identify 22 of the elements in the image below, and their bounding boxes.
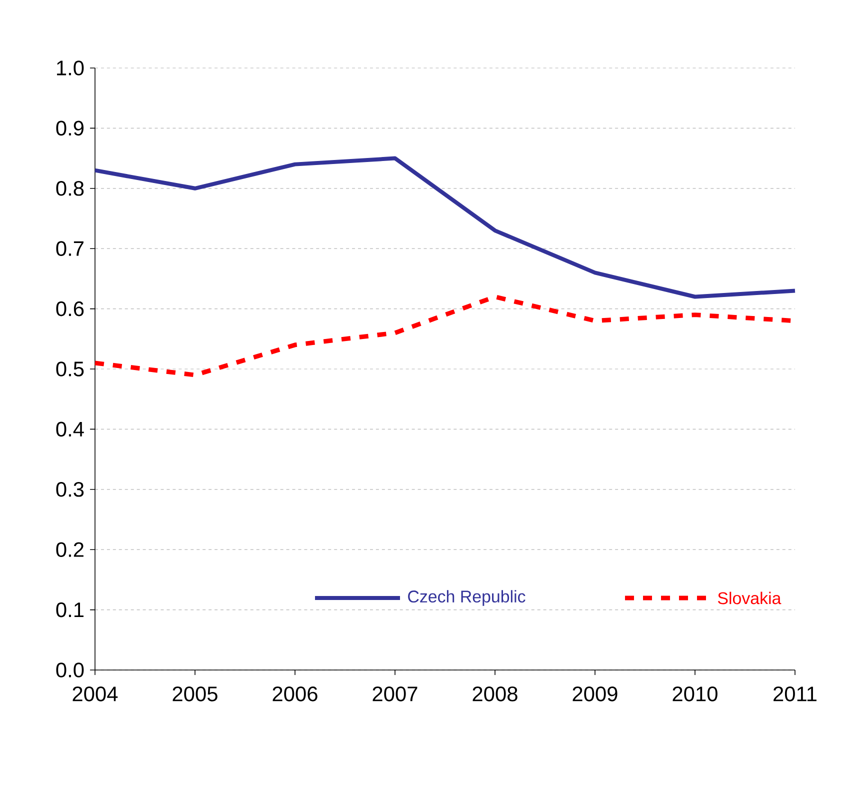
text: Czech Republic (408, 590, 526, 606)
y-tick-label: 0.8 (56, 180, 84, 196)
x-tick-label: 2009 (572, 686, 618, 702)
y-tick-label: 0.0 (56, 662, 84, 678)
x-tick-label: 2010 (672, 686, 718, 702)
x-tick-label: 2008 (472, 686, 518, 702)
text: Slovakia (718, 592, 782, 604)
y-tick-label: 0.3 (56, 482, 84, 497)
y-tick-label: 0.2 (56, 542, 84, 558)
y-tick-label: 0.9 (56, 120, 84, 136)
y-tick-label: 0.4 (56, 422, 84, 437)
x-tick-label: 2005 (172, 686, 218, 702)
x-tick-label: 2007 (372, 686, 418, 702)
x-tick-label: 2006 (272, 686, 318, 702)
y-tick-label: 0.1 (56, 602, 84, 618)
y-tick-label: 0.6 (56, 301, 84, 316)
y-tick-label: 1.0 (57, 60, 84, 76)
x-tick-label: 2011 (774, 686, 816, 702)
line-series (93, 156, 798, 299)
y-tick-label: 0.5 (56, 362, 84, 376)
y-tick-label: 0.7 (56, 241, 84, 256)
x-tick-label: 2004 (72, 686, 118, 702)
